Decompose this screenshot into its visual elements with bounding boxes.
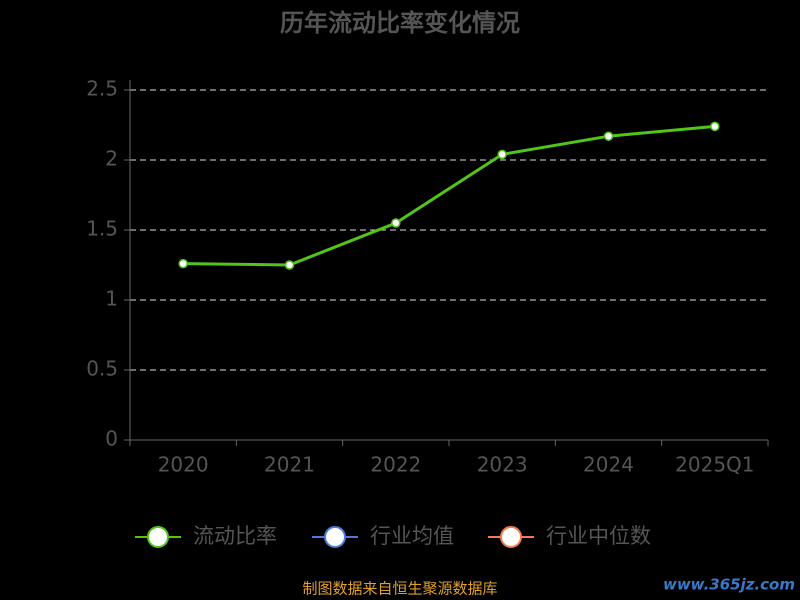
data-point xyxy=(603,131,614,141)
chart-title: 历年流动比率变化情况 xyxy=(280,9,520,37)
legend-marker xyxy=(147,526,169,548)
data-point xyxy=(284,260,295,270)
data-point xyxy=(391,218,401,228)
watermark: www.365jz.com xyxy=(663,576,795,594)
legend-label: 行业中位数 xyxy=(546,524,651,548)
y-tick-label: 2 xyxy=(105,147,118,171)
x-tick-label: 2022 xyxy=(370,453,421,477)
y-tick-label: 0 xyxy=(105,427,118,451)
y-tick-label: 0.5 xyxy=(86,357,118,381)
y-tick-label: 2.5 xyxy=(86,77,118,101)
x-tick-label: 2025Q1 xyxy=(675,453,754,477)
legend-marker xyxy=(500,526,522,548)
x-tick-label: 2023 xyxy=(477,453,528,477)
data-point xyxy=(497,149,507,160)
series-line xyxy=(183,124,715,267)
legend-marker xyxy=(324,526,346,548)
legend-label: 流动比率 xyxy=(193,524,277,548)
y-tick-label: 1.5 xyxy=(86,217,118,241)
data-point xyxy=(178,258,188,269)
source-note: 制图数据来自恒生聚源数据库 xyxy=(302,580,497,598)
y-tick-label: 1 xyxy=(105,287,118,311)
data-point xyxy=(710,121,720,132)
legend-label: 行业均值 xyxy=(370,524,454,548)
x-tick-label: 2020 xyxy=(158,453,209,477)
x-tick-label: 2024 xyxy=(583,453,634,477)
x-tick-label: 2021 xyxy=(264,453,315,477)
